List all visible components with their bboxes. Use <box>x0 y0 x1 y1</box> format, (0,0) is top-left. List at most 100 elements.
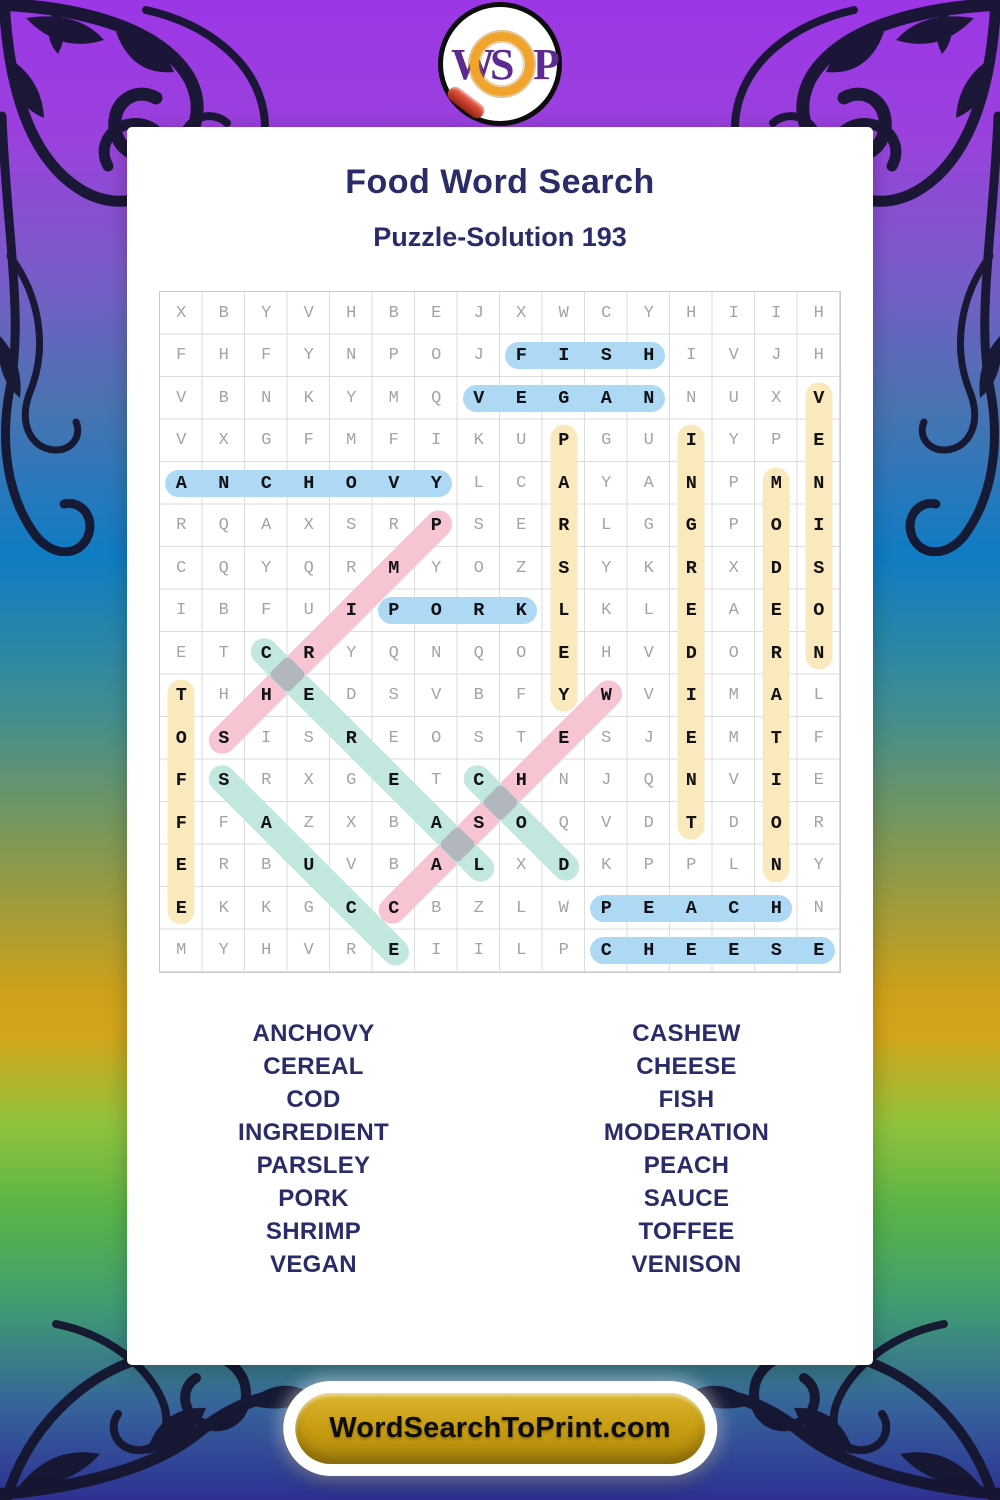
grid-cell: S <box>473 812 485 834</box>
grid-cell: V <box>303 941 314 961</box>
grid-cell: Y <box>346 643 357 663</box>
grid-cell: J <box>473 346 484 366</box>
grid-cell: G <box>303 898 314 918</box>
word-list-item: VENISON <box>631 1251 742 1278</box>
grid-cell: G <box>601 431 612 451</box>
grid-cell: N <box>431 643 442 663</box>
grid-cell: O <box>473 558 484 578</box>
grid-cell: O <box>728 643 739 663</box>
grid-cell: E <box>770 600 782 622</box>
grid-cell: K <box>261 898 272 918</box>
grid-cell: M <box>388 557 400 579</box>
grid-cell: I <box>431 941 442 961</box>
grid-cell: A <box>430 812 442 834</box>
grid-cell: O <box>770 515 782 537</box>
grid-cell: Y <box>346 388 357 408</box>
grid-cell: C <box>260 472 272 494</box>
grid-cell: V <box>431 686 442 706</box>
grid-cell: L <box>813 686 824 706</box>
grid-cell: H <box>303 472 315 494</box>
grid-cell: E <box>558 727 570 749</box>
grid-cell: E <box>303 685 315 707</box>
grid-cell: Y <box>601 558 612 578</box>
grid-cell: E <box>388 770 400 792</box>
grid-cell: C <box>601 303 612 323</box>
grid-cell: X <box>771 388 782 408</box>
grid-cell: I <box>473 941 484 961</box>
grid-cell: M <box>176 941 187 961</box>
grid-cell: N <box>685 472 697 494</box>
grid-cell: B <box>218 303 229 323</box>
grid-cell: B <box>261 856 272 876</box>
grid-cell: Q <box>218 516 229 536</box>
grid-cell: V <box>346 856 357 876</box>
grid-cell: I <box>345 600 357 622</box>
page-subtitle: Puzzle-Solution 193 <box>373 222 627 252</box>
grid-cell: K <box>643 558 654 578</box>
grid-cell: D <box>728 813 739 833</box>
grid-cell: C <box>516 473 527 493</box>
grid-cell: S <box>473 516 484 536</box>
grid-cell: Q <box>473 643 484 663</box>
grid-cell: F <box>261 601 272 621</box>
grid-cell: V <box>303 303 314 323</box>
grid-cell: O <box>516 643 527 663</box>
grid-cell: N <box>558 771 569 791</box>
word-list-item: COD <box>286 1086 341 1113</box>
word-list-item: INGREDIENT <box>237 1119 389 1146</box>
grid-cell: H <box>770 897 782 919</box>
grid-cell: E <box>685 727 697 749</box>
grid-cell: X <box>176 303 187 323</box>
page-title: Food Word Search <box>345 163 655 201</box>
grid-cell: Z <box>473 898 484 918</box>
grid-cell: P <box>728 516 739 536</box>
grid-cell: R <box>813 813 824 833</box>
grid-cell: P <box>388 346 399 366</box>
grid-cell: X <box>728 558 739 578</box>
grid-cell: D <box>558 855 570 877</box>
grid-cell: P <box>771 431 782 451</box>
grid-cell: M <box>770 472 782 494</box>
grid-cell: H <box>218 346 229 366</box>
grid-cell: L <box>643 601 654 621</box>
word-list-left-column: ANCHOVY CEREAL COD INGREDIENT PARSLEY PORK SHR… <box>127 1017 500 1281</box>
grid-cell: U <box>303 601 314 621</box>
grid-cell: I <box>685 430 697 452</box>
grid-cell: P <box>643 856 654 876</box>
grid-cell: I <box>431 431 442 451</box>
grid-cell: F <box>218 813 229 833</box>
grid-cell: O <box>813 600 825 622</box>
grid-cell: M <box>388 388 399 408</box>
word-list-item: SAUCE <box>643 1185 730 1212</box>
grid-cell: D <box>346 686 357 706</box>
website-link-button[interactable]: WordSearchToPrint.com <box>295 1393 705 1464</box>
grid-cell: W <box>558 303 569 323</box>
highlight-peach <box>590 894 793 922</box>
grid-cell: I <box>261 728 272 748</box>
highlight-cheese <box>590 937 835 965</box>
grid-cell: T <box>431 771 442 791</box>
grid-cell: Y <box>601 473 612 493</box>
grid-cell: E <box>558 642 570 664</box>
grid-cell: M <box>346 431 357 451</box>
grid-cell: T <box>516 728 527 748</box>
puzzle-card: Food Word Search Puzzle-Solution 193 X B Y… <box>127 127 873 1365</box>
grid-cell: Q <box>303 558 314 578</box>
grid-cell: W <box>558 898 569 918</box>
grid-cell: O <box>345 472 357 494</box>
grid-cell: E <box>388 940 400 962</box>
grid-cell: N <box>643 387 655 409</box>
grid-cell: U <box>728 388 739 408</box>
grid-cell: R <box>303 642 315 664</box>
grid-cell: T <box>175 685 187 707</box>
grid-cell: U <box>643 431 654 451</box>
grid-cell: H <box>260 685 272 707</box>
word-list-item: ANCHOVY <box>252 1020 375 1047</box>
grid-cell: B <box>218 388 229 408</box>
grid-cell: E <box>813 771 824 791</box>
grid-cell: C <box>388 897 400 919</box>
highlight-vegan <box>462 384 665 412</box>
grid-cell: S <box>303 728 314 748</box>
grid-cell: V <box>643 643 654 663</box>
